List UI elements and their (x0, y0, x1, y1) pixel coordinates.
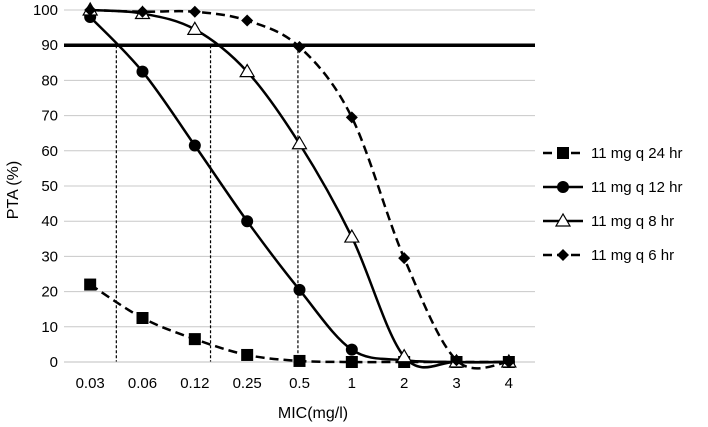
y-tick-label: 0 (50, 354, 58, 371)
data-point (293, 40, 306, 53)
series-line (90, 8, 509, 369)
x-tick-label: 3 (452, 375, 460, 392)
legend-marker (554, 212, 572, 227)
data-point (396, 348, 413, 363)
x-axis-label: MIC(mg/l) (278, 405, 348, 422)
legend: 11 mg q 24 hr 11 mg q 12 hr 11 mg q 8 hr 11… (543, 145, 682, 264)
legend-item: 11 mg q 12 hr (543, 179, 682, 196)
gridlines (64, 9, 535, 328)
data-point (343, 228, 360, 243)
data-point (188, 139, 201, 152)
data-point (398, 252, 411, 265)
legend-marker (557, 147, 569, 159)
legend-item: 11 mg q 24 hr (543, 145, 682, 162)
x-tick-label: 2 (400, 375, 408, 392)
data-point (241, 348, 254, 361)
y-tick-label: 30 (41, 248, 58, 265)
x-tick-label: 1 (348, 375, 356, 392)
legend-item: 11 mg q 6 hr (543, 247, 674, 264)
data-point (188, 333, 201, 346)
x-tick-label: 0.5 (289, 375, 310, 392)
x-tick-label: 4 (505, 375, 513, 392)
data-point (136, 312, 149, 324)
data-point (188, 5, 201, 18)
series-layer (82, 1, 517, 370)
x-tick-label: 0.06 (128, 375, 157, 392)
data-point (239, 63, 256, 78)
y-tick-label: 20 (41, 284, 58, 301)
x-tick-label: 0.25 (233, 375, 262, 392)
data-point (293, 354, 306, 367)
data-point (241, 14, 254, 27)
mic-drop-lines (115, 45, 299, 362)
data-point (241, 215, 254, 228)
x-tick-label: 0.03 (76, 375, 105, 392)
data-point (136, 65, 149, 78)
data-point (345, 356, 358, 368)
series-line (90, 8, 509, 370)
tick-labels: 0 10 20 30 40 50 60 70 80 90 100 0.03 0.06 0.12 0.25 0.… (33, 2, 513, 392)
data-point (291, 135, 308, 150)
legend-label: 11 mg q 12 hr (591, 179, 682, 196)
x-tick-label: 0.12 (180, 375, 209, 392)
legend-label: 11 mg q 24 hr (591, 145, 682, 162)
legend-item: 11 mg q 8 hr (543, 212, 674, 230)
series-4 (84, 4, 515, 370)
y-tick-label: 90 (41, 37, 58, 54)
y-tick-label: 70 (41, 108, 58, 125)
data-point (136, 5, 149, 18)
y-tick-label: 40 (41, 213, 58, 230)
y-tick-label: 50 (41, 178, 58, 195)
y-tick-label: 60 (41, 143, 58, 160)
y-axis-label: PTA (%) (5, 161, 22, 219)
axes (64, 43, 535, 363)
series-2 (84, 11, 515, 368)
legend-marker (557, 249, 569, 261)
y-tick-label: 10 (41, 319, 58, 336)
data-point (186, 21, 203, 35)
legend-label: 11 mg q 8 hr (591, 213, 674, 230)
y-tick-label: 80 (41, 72, 58, 89)
series-line (89, 16, 509, 364)
y-tick-label: 100 (33, 2, 58, 19)
legend-marker (557, 181, 569, 193)
data-point (84, 4, 97, 16)
data-point (502, 356, 515, 368)
series-line (89, 283, 509, 364)
data-point (84, 278, 97, 291)
data-point (293, 283, 306, 296)
data-point (450, 354, 463, 367)
legend-label: 11 mg q 6 hr (591, 247, 674, 264)
data-point (345, 111, 358, 124)
data-point (345, 343, 358, 356)
